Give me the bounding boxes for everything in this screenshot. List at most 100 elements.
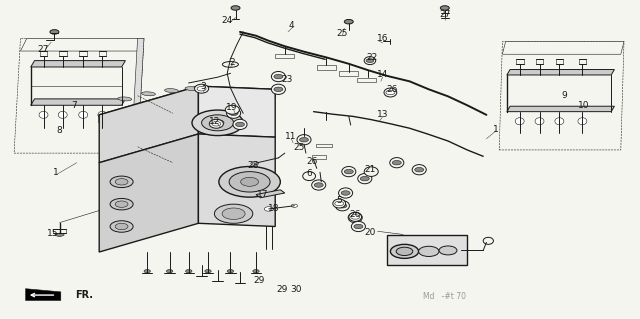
Circle shape bbox=[166, 270, 173, 273]
Circle shape bbox=[115, 201, 128, 207]
Ellipse shape bbox=[535, 118, 544, 125]
Circle shape bbox=[366, 59, 374, 63]
Ellipse shape bbox=[348, 212, 362, 223]
Circle shape bbox=[415, 167, 424, 172]
Ellipse shape bbox=[98, 111, 107, 118]
Text: 14: 14 bbox=[377, 70, 388, 79]
Ellipse shape bbox=[578, 118, 587, 125]
Circle shape bbox=[197, 86, 206, 91]
Circle shape bbox=[341, 191, 350, 195]
Bar bbox=[357, 78, 376, 82]
Circle shape bbox=[274, 87, 283, 92]
Text: 15: 15 bbox=[47, 229, 58, 238]
Ellipse shape bbox=[384, 88, 397, 97]
Circle shape bbox=[351, 215, 360, 219]
Circle shape bbox=[227, 270, 234, 273]
Circle shape bbox=[439, 246, 457, 255]
Circle shape bbox=[205, 270, 211, 273]
Text: 28: 28 bbox=[247, 161, 259, 170]
Text: 29: 29 bbox=[253, 276, 265, 285]
Circle shape bbox=[50, 30, 59, 34]
Circle shape bbox=[440, 6, 449, 10]
Text: 5: 5 bbox=[337, 197, 342, 205]
Text: 4: 4 bbox=[289, 21, 294, 30]
Ellipse shape bbox=[555, 118, 564, 125]
Text: 20: 20 bbox=[364, 228, 376, 237]
Polygon shape bbox=[99, 86, 275, 123]
Circle shape bbox=[264, 207, 273, 211]
Bar bbox=[275, 54, 294, 58]
Text: 12: 12 bbox=[209, 117, 220, 126]
Circle shape bbox=[241, 177, 259, 186]
Circle shape bbox=[354, 224, 363, 229]
Text: 26: 26 bbox=[386, 85, 397, 94]
Polygon shape bbox=[507, 70, 614, 75]
Text: 11: 11 bbox=[285, 132, 297, 141]
Circle shape bbox=[222, 208, 245, 219]
Polygon shape bbox=[502, 41, 624, 54]
Text: 25: 25 bbox=[293, 143, 305, 152]
Text: 27: 27 bbox=[439, 10, 451, 19]
Text: 8: 8 bbox=[56, 126, 61, 135]
Circle shape bbox=[291, 204, 298, 207]
Text: 30: 30 bbox=[291, 285, 302, 294]
Polygon shape bbox=[31, 99, 125, 105]
Circle shape bbox=[351, 215, 360, 220]
Bar bbox=[312, 155, 326, 159]
Ellipse shape bbox=[364, 167, 378, 176]
Circle shape bbox=[344, 19, 353, 24]
Circle shape bbox=[211, 120, 224, 126]
Text: 24: 24 bbox=[221, 16, 233, 25]
Text: 23: 23 bbox=[281, 75, 292, 84]
Text: 6: 6 bbox=[307, 169, 312, 178]
Circle shape bbox=[338, 204, 347, 208]
Text: 19: 19 bbox=[226, 103, 237, 112]
Circle shape bbox=[300, 137, 308, 142]
Polygon shape bbox=[99, 134, 198, 252]
Circle shape bbox=[110, 176, 133, 188]
Circle shape bbox=[314, 183, 323, 187]
Text: 21: 21 bbox=[364, 165, 376, 174]
Ellipse shape bbox=[39, 111, 48, 118]
Polygon shape bbox=[55, 234, 64, 237]
Text: 27: 27 bbox=[38, 45, 49, 54]
Ellipse shape bbox=[225, 105, 239, 114]
Text: 10: 10 bbox=[578, 101, 589, 110]
Ellipse shape bbox=[312, 180, 326, 190]
Ellipse shape bbox=[141, 92, 156, 96]
Polygon shape bbox=[256, 190, 285, 198]
Circle shape bbox=[219, 167, 280, 197]
Circle shape bbox=[212, 122, 221, 126]
Polygon shape bbox=[20, 38, 144, 51]
Polygon shape bbox=[26, 289, 61, 300]
Ellipse shape bbox=[79, 111, 88, 118]
Text: 29: 29 bbox=[276, 285, 287, 294]
Circle shape bbox=[229, 172, 270, 192]
Text: FR.: FR. bbox=[76, 290, 93, 300]
Circle shape bbox=[392, 160, 401, 165]
Circle shape bbox=[229, 111, 238, 115]
Ellipse shape bbox=[303, 172, 316, 181]
Circle shape bbox=[390, 244, 419, 258]
Text: 2: 2 bbox=[229, 58, 234, 67]
Circle shape bbox=[186, 270, 192, 273]
Polygon shape bbox=[198, 134, 275, 226]
Bar bbox=[317, 65, 336, 70]
Ellipse shape bbox=[349, 212, 362, 221]
Bar bbox=[316, 144, 332, 147]
Circle shape bbox=[110, 221, 133, 232]
Circle shape bbox=[386, 90, 395, 95]
Ellipse shape bbox=[483, 237, 493, 244]
Circle shape bbox=[110, 198, 133, 210]
Ellipse shape bbox=[412, 165, 426, 175]
Circle shape bbox=[115, 179, 128, 185]
Ellipse shape bbox=[58, 111, 67, 118]
Ellipse shape bbox=[515, 118, 524, 125]
Ellipse shape bbox=[185, 87, 199, 91]
Circle shape bbox=[335, 201, 344, 206]
Polygon shape bbox=[31, 61, 125, 67]
Circle shape bbox=[360, 176, 369, 181]
Circle shape bbox=[144, 270, 150, 273]
Circle shape bbox=[202, 115, 234, 131]
Ellipse shape bbox=[233, 119, 247, 130]
